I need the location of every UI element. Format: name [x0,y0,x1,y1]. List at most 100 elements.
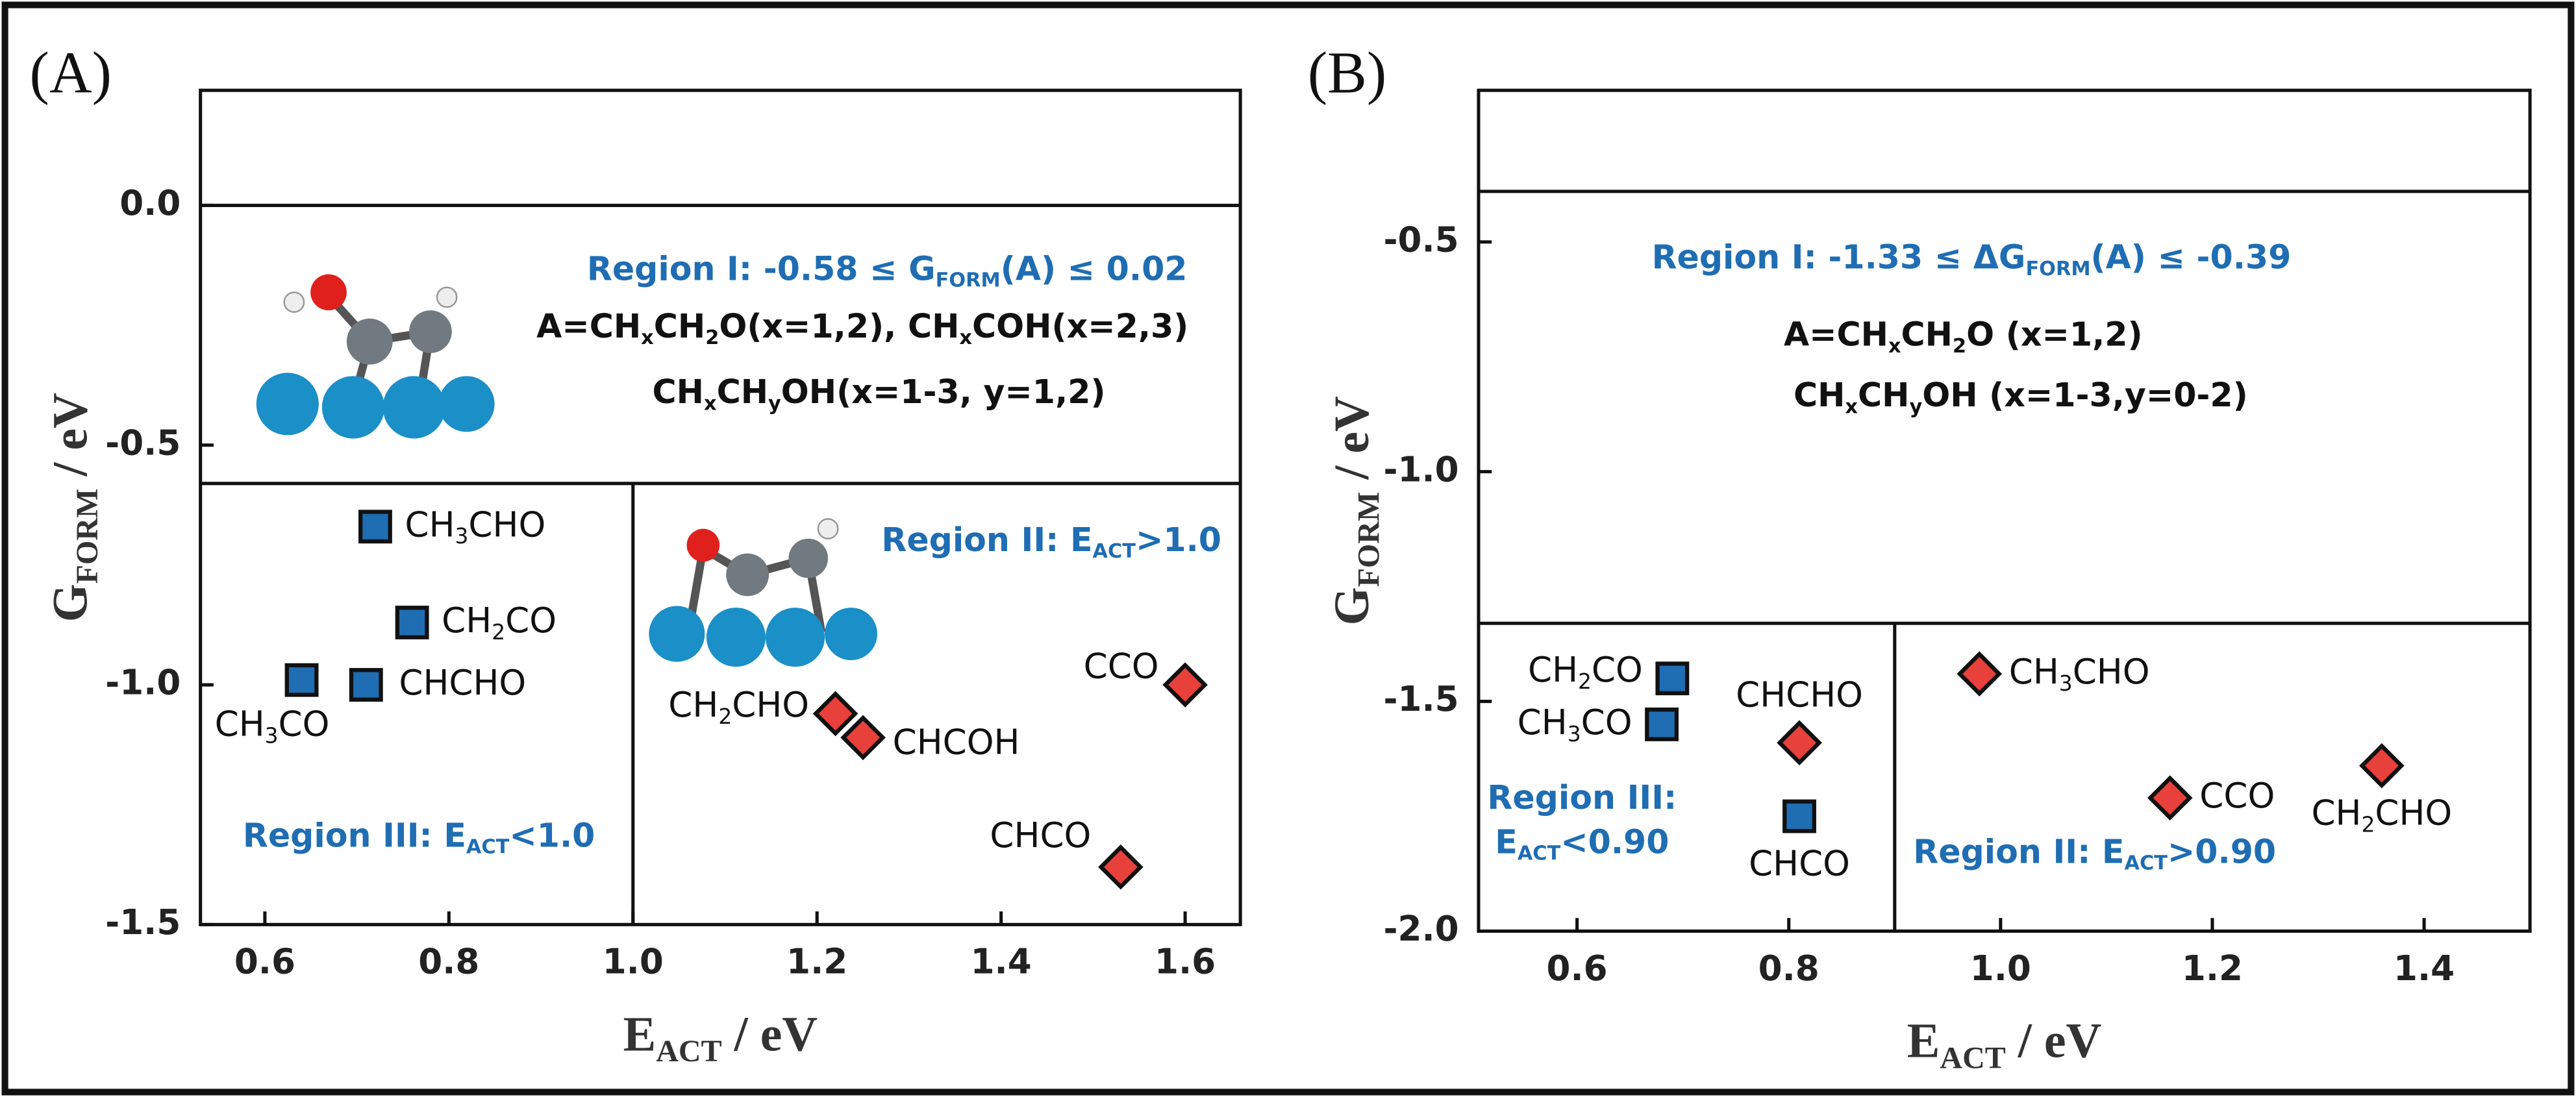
annotation: CHxCHyOH (x=1-3,y=0-2) [1794,376,2248,418]
text-part: CCO [2199,776,2275,816]
point [2359,743,2405,789]
x-tick-label: 1.2 [786,942,847,982]
point-label: CH3CHO [2009,652,2150,696]
subscript: ACT [1518,842,1561,865]
text-part: CHCOH [893,722,1020,762]
text-part: >1.0 [1136,520,1221,558]
subscript: x [641,327,654,349]
text-part: G [1325,587,1379,625]
text-part: (A) ≤ 0.02 [1001,249,1188,288]
subscript: x [1845,395,1858,418]
text-part: Region I: -0.58 ≤ G [587,249,936,288]
text-part: CH [215,704,265,744]
text-part: CO [505,600,556,641]
text-part: CO [1581,702,1632,743]
subscript: FORM [1352,492,1386,587]
subscript: y [768,392,781,415]
subscript: ACT [2124,852,2168,874]
x-axis-label: EACT / eV [1907,1014,2102,1075]
text-part: CH [653,373,704,411]
text-part: >0.90 [2168,832,2276,870]
subscript: 2 [492,619,505,644]
point [395,606,429,639]
x-tick-label: 0.6 [1547,948,1608,989]
plot-frame [1477,88,2532,933]
text-part: OH (x=1-3,y=0-2) [1922,376,2247,414]
panel-label: (B) [1308,40,1386,105]
subscript: ACT [1940,1041,2005,1075]
text-part: CO [1592,650,1643,690]
y-tick-label: -1.5 [105,902,181,943]
text-part: CH [668,685,718,725]
text-part: CH [1518,702,1568,743]
text-part: / eV [44,393,98,489]
point-label: CH2CHO [2311,793,2452,837]
subscript: FORM [2025,257,2090,280]
text-part: Region II: E [1913,832,2124,870]
x-tick-label: 1.4 [971,942,1032,982]
text-part: E [623,1007,657,1062]
y-axis-label: GFORM / eV [1325,396,1386,625]
x-tick-label: 0.8 [1758,948,1819,989]
plot-frame [199,88,1242,926]
subscript: FORM [936,269,1001,291]
x-tick-label: 1.2 [2182,948,2243,989]
point [1098,844,1144,890]
point-label: CH2CO [442,600,556,645]
point-label: CHCO [990,815,1091,856]
text-part: CH [1901,315,1953,353]
point-label: CHCOH [893,722,1020,762]
annotation: EACT<0.90 [1495,822,1669,865]
text-part: Region III: E [243,816,466,854]
text-part: CHCO [990,815,1091,856]
point-label: CH2CO [1528,650,1643,694]
y-tick-label: -0.5 [105,423,181,463]
text-part: E [1907,1014,1940,1068]
y-tick-label: 0.0 [119,183,181,223]
text-part: CCO [1084,646,1159,686]
point [358,510,392,544]
text-part: G [44,584,98,622]
text-part: CHCHO [1736,674,1863,715]
subscript: ACT [466,835,510,858]
point-label: CHCO [1749,843,1850,883]
text-part: CO [279,704,330,744]
point [1655,661,1690,696]
subscript: ACT [1093,540,1136,563]
point [812,691,858,737]
text-part: CHCO [1749,843,1850,883]
panel-label: (A) [30,40,112,105]
point-label: CH2CHO [668,685,809,729]
point [1782,799,1816,833]
text-part: A=CH [1784,315,1888,353]
subscript: 2 [718,704,732,729]
molecule-a2 [649,518,878,667]
text-part: CHO [732,685,809,725]
annotation: A=CHxCH2O (x=1,2) [1784,315,2143,357]
subscript: 2 [1578,668,1592,693]
x-tick-label: 1.0 [1970,948,2031,989]
text-part: CH [1858,376,1909,414]
point-label: CCO [1084,646,1159,686]
annotation: CHxCHyOH(x=1-3, y=1,2) [653,373,1106,415]
subscript: 3 [2059,671,2073,696]
text-part: <0.90 [1560,822,1669,861]
text-part: / eV [1325,396,1379,492]
text-part: Region I: -1.33 ≤ ΔG [1652,238,2026,276]
text-part: CH [442,600,492,641]
point-label: CH3CO [1518,702,1632,746]
text-part: CH [2009,652,2059,692]
annotation: Region III: EACT<1.0 [243,816,595,858]
point [1162,662,1208,708]
text-part: CHCHO [399,663,526,703]
text-part: CHO [2073,652,2150,692]
subscript: ACT [656,1034,721,1068]
text-part: CH [717,373,768,411]
subscript: FORM [70,489,105,584]
point [1777,720,1822,766]
y-tick-label: -0.5 [1383,219,1458,260]
text-part: CH [405,504,455,545]
point-label: CCO [2199,776,2275,816]
